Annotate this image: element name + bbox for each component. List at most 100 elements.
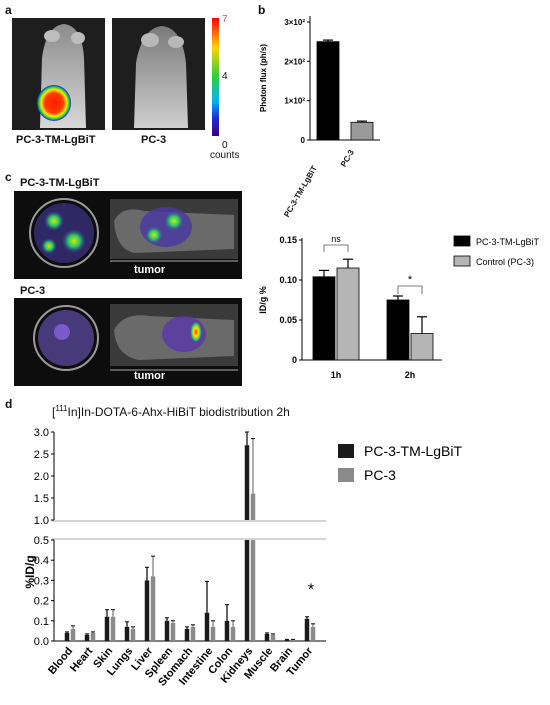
- chart-c-bar-0-1: [336, 267, 360, 361]
- chart-d-bar-8-1: [230, 626, 236, 641]
- chart-d-bar-12-0: [304, 618, 310, 641]
- colorbar-unit-label: counts: [210, 150, 240, 161]
- chart-b-ytick-label-0: 0: [301, 136, 306, 145]
- chart-d-legend-label-1: PC-3: [364, 467, 396, 483]
- spect-label-pc3: PC-3: [20, 285, 46, 297]
- chart-d-bar-lower-9-0: [244, 540, 250, 641]
- chart-d-legend-swatch-0: [338, 444, 354, 458]
- chart-d-legend-swatch-1: [338, 468, 354, 482]
- chart-c-xtick-label-0: 1h: [331, 370, 342, 380]
- chart-b-xlabels: PC-3-TM-LgBiT PC-3: [252, 140, 382, 219]
- tumor-label-top: tumor: [134, 264, 166, 276]
- chart-d-ytick-label-lower-5: 0.5: [34, 535, 49, 547]
- chart-d-bar-3-1: [130, 628, 136, 641]
- chart-c-legend-label-1: Control (PC-3): [476, 257, 534, 267]
- chart-d-ytick-label-upper-4: 3.0: [34, 427, 49, 439]
- chart-c-annotation-ns: ns: [331, 234, 341, 244]
- chart-c-bracket-2h: [397, 285, 423, 294]
- chart-d-ytick-label-upper-3: 2.5: [34, 449, 49, 461]
- panel-letter-c: c: [5, 170, 12, 184]
- chart-c-bar-0-0: [312, 276, 336, 361]
- panel-letter-d: d: [5, 397, 13, 411]
- image-label-pc3: PC-3: [141, 134, 167, 146]
- chart-c-bar-1-0: [386, 299, 410, 361]
- bioluminescence-image-pc3-tm-lgbit: [12, 18, 105, 130]
- chart-d-ytick-label-upper-1: 1.5: [34, 493, 49, 505]
- tumor-label-bottom: tumor: [134, 370, 166, 382]
- chart-d-bar-11-0: [284, 639, 290, 641]
- chart-d-ytick-label-lower-1: 0.1: [34, 616, 49, 628]
- chart-d-annotation-star: *: [308, 582, 314, 599]
- colorbar-bottom-label: 0: [222, 140, 228, 151]
- chart-b-y-label: Photon flux (ph/s): [259, 44, 268, 112]
- chart-d-bar-12-1: [310, 626, 316, 641]
- chart-d-xtick-label-0: Blood: [46, 645, 75, 677]
- chart-d-bar-1-0: [84, 634, 90, 641]
- chart-c-ytick-label-0: 0: [292, 355, 297, 365]
- chart-d-bar-6-0: [184, 628, 190, 641]
- chart-d-bar-7-0: [204, 612, 210, 641]
- chart-d-title-post: In]In-DOTA-6-Ahx-HiBiT biodistribution 2…: [67, 405, 290, 419]
- chart-b-xlabel-pc3: PC-3: [338, 148, 356, 169]
- chart-d-bar-2-1: [110, 616, 116, 641]
- chart-d-ytick-label-lower-0: 0.0: [34, 636, 49, 648]
- chart-b-ytick-label-2: 2×10²: [284, 57, 305, 66]
- colorbar-mid-label: 4: [222, 71, 228, 82]
- chart-b-xlabel-pc3-tm-lgbit: PC-3-TM-LgBiT: [282, 164, 319, 219]
- chart-b: Photon flux (ph/s) 0 1×10² 2×10² 3×10²: [259, 16, 380, 145]
- chart-d-ytick-label-lower-2: 0.2: [34, 596, 49, 608]
- chart-d-bar-3-0: [124, 626, 130, 641]
- panel-letter-b: b: [258, 3, 266, 17]
- chart-d: %ID/g 0.00.10.20.30.40.51.01.52.02.53.0 …: [23, 427, 462, 689]
- chart-c-ytick-label-1: 0.05: [279, 315, 297, 325]
- chart-d-bar-0-0: [64, 632, 70, 641]
- chart-d-bar-6-1: [190, 626, 196, 641]
- chart-d-bar-0-1: [70, 628, 76, 641]
- chart-d-bar-10-1: [270, 634, 276, 641]
- chart-c-legend-swatch-1: [453, 255, 471, 267]
- chart-d-ytick-label-upper-0: 1.0: [34, 515, 49, 527]
- chart-d-bar-lower-9-1: [250, 540, 256, 641]
- chart-c-ytick-label-2: 0.10: [279, 275, 297, 285]
- panel-letter-a: a: [5, 3, 12, 17]
- chart-d-bar-11-1: [290, 639, 296, 641]
- chart-d-bar-1-1: [90, 632, 96, 641]
- spect-label-pc3-tm-lgbit: PC-3-TM-LgBiT: [20, 177, 100, 189]
- spect-ct-image-pc3: [14, 298, 242, 386]
- chart-d-y-label: %ID/g: [23, 555, 37, 588]
- image-label-pc3-tm-lgbit: PC-3-TM-LgBiT: [16, 134, 96, 146]
- chart-d-title-pre: [: [52, 405, 56, 419]
- chart-b-ytick-label-1: 1×10²: [284, 97, 305, 106]
- chart-d-bar-upper-9-0: [244, 445, 250, 520]
- chart-c-annotation-star: *: [408, 274, 413, 286]
- chart-d-title-sup: 111: [55, 404, 68, 413]
- chart-d-title: [111In]In-DOTA-6-Ahx-HiBiT biodistributi…: [52, 404, 290, 419]
- chart-d-xtick-label-1: Heart: [68, 645, 95, 675]
- chart-d-bar-2-0: [104, 616, 110, 641]
- chart-c-xtick-label-1: 2h: [405, 370, 416, 380]
- bioluminescence-image-pc3: [112, 18, 205, 130]
- colorbar: [212, 18, 219, 136]
- chart-d-bar-upper-9-1: [250, 493, 256, 520]
- chart-d-bar-4-1: [150, 576, 156, 641]
- chart-b-ytick-label-3: 3×10²: [284, 18, 305, 27]
- chart-d-ytick-label-lower-4: 0.4: [34, 555, 49, 567]
- spect-ct-image-pc3-tm-lgbit: [14, 191, 242, 279]
- chart-c-legend-label-0: PC-3-TM-LgBiT: [476, 237, 540, 247]
- chart-c-ytick-label-3: 0.15: [279, 235, 297, 245]
- colorbar-top-label: 7: [222, 14, 228, 25]
- chart-d-bar-7-1: [210, 626, 216, 641]
- chart-d-bar-5-1: [170, 622, 176, 641]
- chart-d-bar-5-0: [164, 620, 170, 641]
- chart-d-bar-10-0: [264, 633, 270, 641]
- chart-c-bar-1-1: [410, 333, 434, 361]
- chart-d-bar-8-0: [224, 620, 230, 641]
- chart-c: ID/g % 0 0.05 0.10 0.15 1h 2h ns * PC-3-TM-Lg…: [258, 234, 540, 380]
- chart-d-ytick-label-upper-2: 2.0: [34, 471, 49, 483]
- chart-b-bar-1: [350, 121, 374, 141]
- chart-d-ytick-label-lower-3: 0.3: [34, 575, 49, 587]
- chart-d-bar-4-0: [144, 580, 150, 641]
- chart-c-bracket-1h: [323, 244, 349, 252]
- chart-c-y-label: ID/g %: [258, 286, 268, 314]
- chart-b-bar-0: [316, 41, 340, 141]
